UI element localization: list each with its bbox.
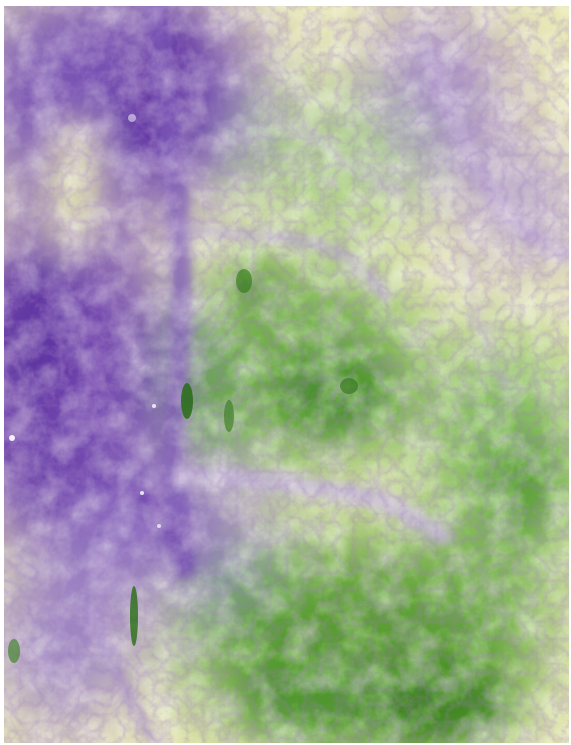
elevation-map-raster [4, 6, 569, 743]
elevation-map [4, 6, 569, 743]
high-elevation-patches [8, 269, 358, 663]
valley-texture [4, 6, 569, 743]
bright-speckles [9, 114, 161, 528]
